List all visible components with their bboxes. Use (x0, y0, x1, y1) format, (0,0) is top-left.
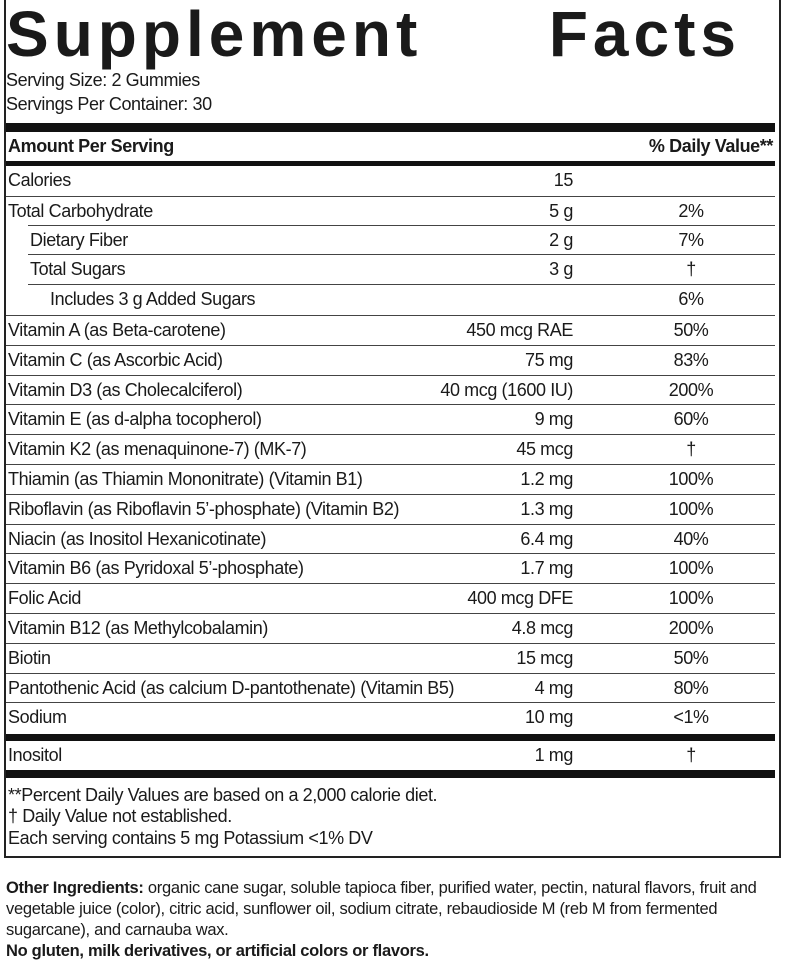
nutrient-name: Vitamin B6 (as Pyridoxal 5’-phosphate) (8, 558, 304, 579)
nutrient-name: Total Sugars (30, 259, 126, 280)
nutrient-row: Dietary Fiber 2 g 7% (6, 224, 775, 256)
nutrient-amount: 5 g (549, 200, 573, 221)
nutrient-amount: 6.4 mg (520, 528, 573, 549)
nutrient-row: Biotin 15 mcg 50% (6, 642, 775, 673)
nutrient-dv: 200% (668, 379, 714, 400)
footnote: Each serving contains 5 mg Potassium <1%… (8, 828, 373, 848)
footnote: **Percent Daily Values are based on a 2,… (8, 785, 438, 805)
nutrient-name: Vitamin C (as Ascorbic Acid) (8, 349, 223, 370)
thick-divider (6, 734, 775, 741)
nutrient-amount: 15 mcg (516, 647, 573, 668)
other-ingredients: Other Ingredients: organic cane sugar, s… (6, 878, 786, 962)
nutrient-dv: 100% (668, 558, 714, 579)
nutrient-amount: 40 mcg (1600 IU) (440, 379, 573, 400)
servings-per-container: Servings Per Container: 30 (6, 94, 212, 114)
nutrient-amount: 45 mcg (516, 439, 573, 460)
nutrient-name: Inositol (8, 745, 62, 765)
medium-divider (6, 161, 775, 166)
nutrient-name: Riboflavin (as Riboflavin 5’-phosphate) … (8, 498, 400, 519)
nutrient-amount: 1 mg (534, 745, 574, 765)
nutrient-row: Niacin (as Inositol Hexanicotinate) 6.4 m… (6, 523, 775, 554)
nutrient-row: Total Sugars 3 g † (6, 254, 775, 285)
ingredients-label: Other Ingredients: (6, 879, 144, 897)
nutrient-name: Total Carbohydrate (8, 200, 153, 221)
nutrient-name: Folic Acid (8, 588, 82, 609)
nutrient-name: Vitamin D3 (as Cholecalciferol) (8, 379, 243, 400)
nutrient-dv: 100% (668, 588, 714, 609)
title-word: Supplement (6, 0, 423, 70)
nutrient-name: Vitamin A (as Beta-carotene) (8, 320, 226, 340)
nutrient-dv: 200% (668, 618, 714, 638)
nutrient-name: Vitamin K2 (as menaquinone-7) (MK-7) (8, 439, 307, 460)
thick-divider (6, 770, 775, 778)
panel-title: Supplement Facts (6, 0, 741, 74)
nutrient-dv: † (686, 745, 696, 765)
ingredients-text: organic cane sugar, soluble tapioca fibe… (6, 879, 757, 939)
nutrient-dv: 80% (673, 677, 709, 698)
nutrient-row: Sodium 10 mg <1% (6, 702, 775, 732)
nutrient-dv: † (686, 259, 696, 280)
nutrient-amount: 1.3 mg (520, 498, 573, 519)
nutrient-row: Thiamin (as Thiamin Mononitrate) (Vitami… (6, 464, 775, 494)
nutrient-dv: 83% (673, 349, 709, 370)
nutrient-dv: 6% (678, 289, 704, 310)
column-header: Amount Per Serving % Daily Value** (6, 134, 775, 160)
nutrient-row: Riboflavin (as Riboflavin 5’-phosphate) … (6, 493, 775, 524)
nutrient-amount: 450 mcg RAE (466, 320, 573, 340)
nutrient-row: Inositol 1 mg † (6, 741, 775, 771)
nutrient-row: Calories 15 (6, 166, 775, 196)
nutrient-amount: 1.2 mg (520, 469, 573, 489)
nutrient-row: Includes 3 g Added Sugars 6% (6, 284, 775, 315)
nutrient-name: Thiamin (as Thiamin Mononitrate) (Vitami… (8, 469, 363, 489)
nutrient-name: Dietary Fiber (30, 229, 128, 250)
nutrient-amount: 4.8 mcg (511, 618, 574, 638)
serving-size: Serving Size: 2 Gummies (6, 70, 200, 90)
supplement-facts-panel (4, 0, 781, 858)
allergen-note: No gluten, milk derivatives, or artifici… (6, 942, 429, 960)
thick-divider (6, 123, 775, 132)
nutrient-row: Vitamin B6 (as Pyridoxal 5’-phosphate) 1.… (6, 553, 775, 583)
nutrient-name: Niacin (as Inositol Hexanicotinate) (8, 528, 267, 549)
nutrient-row: Vitamin B12 (as Methylcobalamin) 4.8 mcg 2… (6, 613, 775, 643)
nutrient-amount: 9 mg (534, 409, 574, 430)
nutrient-row: Total Carbohydrate 5 g 2% (6, 195, 775, 226)
title-word: Facts (548, 0, 741, 70)
nutrient-dv: 100% (668, 469, 714, 489)
nutrient-dv: 50% (673, 320, 709, 340)
nutrient-row: Vitamin K2 (as menaquinone-7) (MK-7) 45 m… (6, 434, 775, 464)
nutrient-row: Vitamin A (as Beta-carotene) 450 mcg RAE 5… (6, 315, 775, 345)
nutrient-name: Vitamin B12 (as Methylcobalamin) (8, 618, 268, 638)
nutrient-dv: † (686, 439, 696, 460)
nutrient-dv: 100% (668, 498, 714, 519)
dv-header: % Daily Value** (648, 136, 773, 156)
nutrient-name: Sodium (8, 707, 67, 728)
nutrient-row: Vitamin C (as Ascorbic Acid) 75 mg 83% (6, 344, 775, 375)
footnote: † Daily Value not established. (8, 806, 232, 826)
nutrient-dv: 50% (673, 647, 709, 668)
nutrient-dv: 2% (678, 200, 704, 221)
nutrient-row: Pantothenic Acid (as calcium D-pantothen… (6, 672, 775, 703)
nutrient-name: Vitamin E (as d-alpha tocopherol) (8, 409, 262, 430)
nutrient-amount: 2 g (549, 229, 573, 250)
amount-header: Amount Per Serving (8, 136, 174, 156)
nutrient-name: Biotin (8, 647, 51, 668)
nutrient-amount: 10 mg (524, 707, 573, 728)
nutrient-row: Vitamin E (as d-alpha tocopherol) 9 mg 60% (6, 404, 775, 434)
nutrient-name: Includes 3 g Added Sugars (50, 289, 256, 310)
nutrient-amount: 400 mcg DFE (467, 588, 573, 609)
nutrient-dv: <1% (673, 707, 709, 728)
nutrient-dv: 60% (673, 409, 709, 430)
nutrient-dv: 7% (678, 229, 704, 250)
nutrient-amount: 3 g (549, 259, 573, 280)
nutrient-dv: 40% (673, 528, 709, 549)
nutrient-amount: 1.7 mg (520, 558, 573, 579)
nutrient-name: Pantothenic Acid (as calcium D-pantothen… (8, 677, 455, 698)
nutrient-row: Vitamin D3 (as Cholecalciferol) 40 mcg (1… (6, 374, 775, 405)
nutrient-amount: 15 (553, 170, 574, 190)
nutrient-name: Calories (8, 170, 71, 190)
nutrient-amount: 75 mg (524, 349, 573, 370)
nutrient-row: Folic Acid 400 mcg DFE 100% (6, 583, 775, 613)
nutrient-amount: 4 mg (534, 677, 574, 698)
